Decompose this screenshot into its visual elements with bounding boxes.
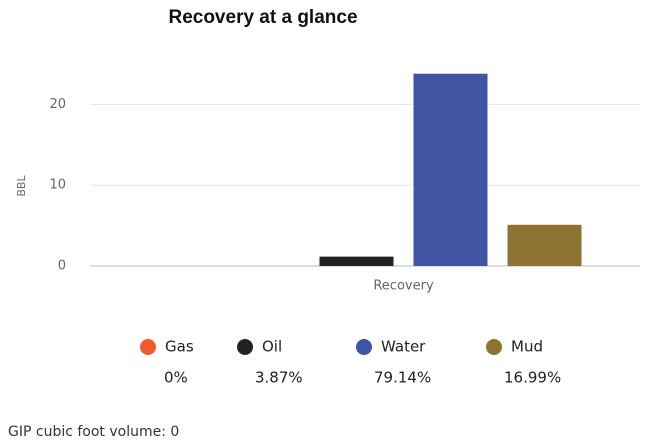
legend-marker bbox=[356, 339, 372, 355]
legend-label: Water bbox=[381, 338, 426, 356]
legend-label: Gas bbox=[165, 338, 194, 356]
y-axis-label: BBL bbox=[15, 175, 28, 197]
bar bbox=[319, 256, 394, 266]
legend-label: Oil bbox=[262, 338, 282, 356]
legend-share: 79.14% bbox=[374, 369, 431, 387]
legend-label: Mud bbox=[511, 338, 543, 356]
legend-marker bbox=[140, 339, 156, 355]
footer-text: GIP cubic foot volume: 0 bbox=[8, 424, 179, 440]
x-tick-label: Recovery bbox=[373, 279, 434, 294]
y-tick-label: 20 bbox=[49, 97, 66, 112]
bar bbox=[507, 224, 582, 266]
legend-share: 3.87% bbox=[255, 369, 303, 387]
y-tick-label: 0 bbox=[58, 259, 66, 274]
legend-share: 0% bbox=[164, 369, 188, 387]
legend-marker bbox=[486, 339, 502, 355]
bar bbox=[413, 73, 488, 266]
y-tick-label: 10 bbox=[49, 178, 66, 193]
legend-share: 16.99% bbox=[504, 369, 561, 387]
chart-title: Recovery at a glance bbox=[168, 7, 357, 28]
legend-marker bbox=[237, 339, 253, 355]
